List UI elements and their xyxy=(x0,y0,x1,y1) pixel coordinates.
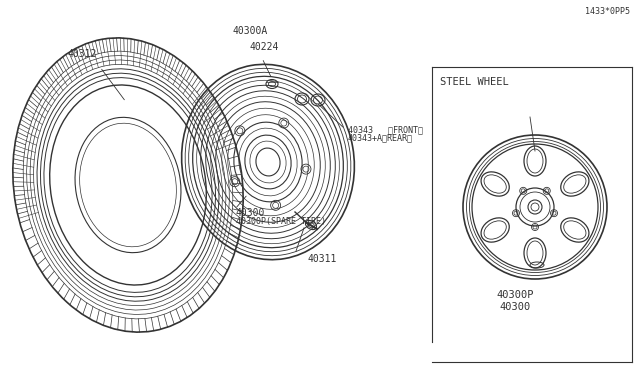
Text: 40224: 40224 xyxy=(250,42,278,52)
Text: 40300P: 40300P xyxy=(496,290,534,300)
Text: 40343+A〈REAR〉: 40343+A〈REAR〉 xyxy=(348,133,413,142)
Text: 40343   〈FRONT〉: 40343 〈FRONT〉 xyxy=(348,125,423,134)
Text: 40300A: 40300A xyxy=(232,26,268,36)
Text: 40311: 40311 xyxy=(307,254,337,264)
Text: 40300: 40300 xyxy=(236,208,266,218)
Text: 40312: 40312 xyxy=(67,49,97,59)
Text: 40300: 40300 xyxy=(499,302,531,312)
Text: STEEL WHEEL: STEEL WHEEL xyxy=(440,77,509,87)
Text: 40300P(SPARE TIRE): 40300P(SPARE TIRE) xyxy=(236,217,326,226)
Text: 1433*0PP5: 1433*0PP5 xyxy=(585,7,630,16)
